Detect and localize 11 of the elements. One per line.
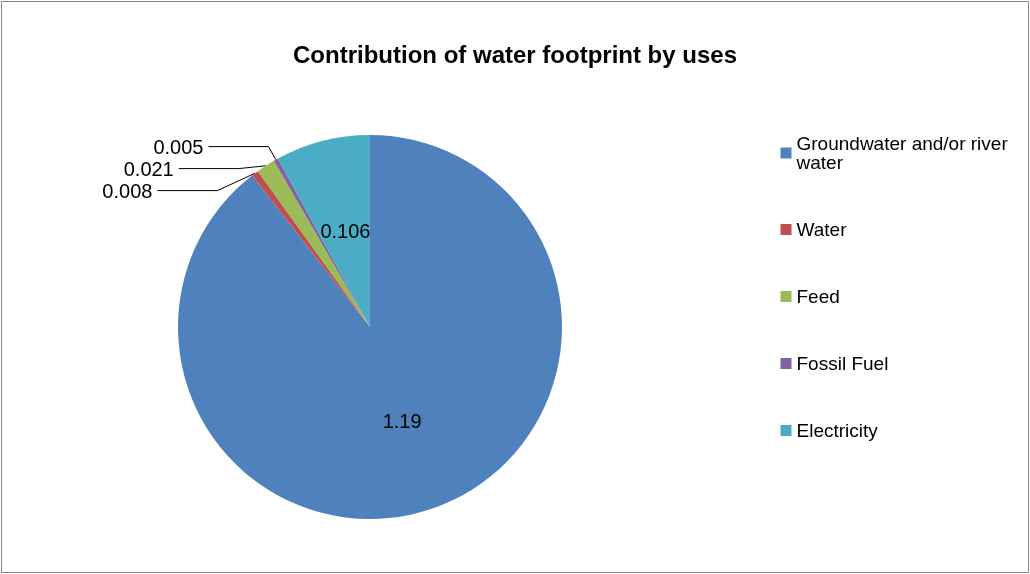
legend-label: Electricity: [796, 420, 879, 441]
chart-title: Contribution of water footprint by uses: [293, 40, 737, 68]
data-label: 0.008: [102, 179, 153, 202]
data-label: 0.005: [153, 135, 204, 158]
data-label: 0.106: [320, 220, 371, 243]
data-label: 1.19: [382, 409, 422, 432]
legend-label: Groundwater and/or river water: [795, 133, 1014, 173]
legend-label: Feed: [796, 286, 840, 307]
data-label: 0.021: [123, 157, 174, 180]
legend-label: Water: [796, 219, 848, 240]
legend-label: Fossil Fuel: [796, 353, 889, 374]
